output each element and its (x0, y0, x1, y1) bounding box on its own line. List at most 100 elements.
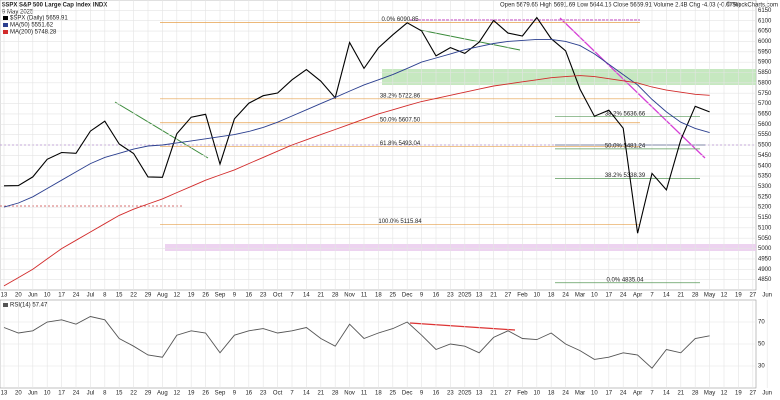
x-tick-label: Jun (762, 391, 772, 397)
y-tick-label: 5950 (758, 49, 772, 55)
x-tick-label: 18 (375, 391, 382, 397)
fib-label: 100.0% 5115.84 (378, 219, 422, 225)
x-tick-label: 16 (245, 391, 252, 397)
header-info: Open 5679.65 High 5691.69 Low 5644.15 Cl… (500, 3, 740, 9)
y-tick-label: 6100 (758, 18, 772, 24)
legend-swatch (3, 30, 8, 34)
x-tick-label: 28 (332, 293, 339, 299)
y-tick-label: 5350 (758, 174, 772, 180)
y-tick-label: 50 (758, 342, 765, 348)
y-tick-label: 5400 (758, 163, 772, 169)
y-tick-label: 5900 (758, 60, 772, 66)
x-tick-label: 2025 (458, 293, 472, 299)
legend-entry: RSI(14) 57.47 (10, 303, 48, 309)
x-tick-label: 9 (233, 391, 237, 397)
x-tick-label: Aug (157, 391, 168, 397)
x-tick-label: 13 (476, 391, 483, 397)
x-tick-label: 19 (188, 293, 195, 299)
fib-label: 50.0% 5607.50 (380, 117, 421, 123)
support-band (165, 244, 756, 251)
x-tick-label: 9 (420, 293, 424, 299)
x-tick-label: 18 (548, 391, 555, 397)
x-tick-label: 23 (447, 293, 454, 299)
y-tick-label: 5100 (758, 225, 772, 231)
x-tick-label: Aug (157, 293, 168, 299)
x-tick-label: 17 (58, 293, 65, 299)
legend-entry: $SPX (Daily) 5659.91 (10, 16, 68, 22)
y-tick-label: 4850 (758, 277, 772, 283)
y-tick-label: 30 (758, 364, 765, 370)
x-tick-label: 27 (505, 391, 512, 397)
x-tick-label: Feb (517, 293, 528, 299)
x-tick-label: Jul (87, 391, 95, 397)
x-tick-label: Oct (273, 391, 283, 397)
x-tick-label: 24 (73, 293, 80, 299)
x-tick-label: Sep (215, 391, 226, 397)
x-tick-label: 16 (433, 391, 440, 397)
fib-label: 38.2% 5636.66 (605, 111, 646, 117)
fib-label: 38.2% 5722.86 (380, 93, 421, 99)
fib-label: 0.0% 6090.85 (381, 17, 419, 23)
x-tick-label: 20 (15, 391, 22, 397)
y-tick-label: 5650 (758, 112, 772, 118)
x-tick-label: 12 (721, 391, 728, 397)
legend-entry: MA(50) 5551.62 (10, 23, 54, 29)
x-tick-label: 20 (15, 293, 22, 299)
x-tick-label: Nov (344, 391, 355, 397)
x-tick-label: Oct (273, 293, 283, 299)
x-tick-label: 17 (605, 293, 612, 299)
trendline (114, 101, 209, 159)
x-tick-label: 10 (591, 391, 598, 397)
x-tick-label: 13 (1, 391, 8, 397)
x-tick-label: 7 (290, 391, 294, 397)
x-tick-label: 17 (605, 391, 612, 397)
x-tick-label: 9 (420, 391, 424, 397)
x-tick-label: May (704, 391, 715, 397)
y-tick-label: 4900 (758, 267, 772, 273)
x-tick-label: 26 (202, 293, 209, 299)
legend-swatch (3, 16, 8, 20)
title: $SPX S&P 500 Large Cap Index INDX (2, 3, 107, 9)
legend-swatch (3, 303, 8, 307)
x-tick-label: 11 (361, 391, 368, 397)
x-tick-label: 28 (692, 293, 699, 299)
x-tick-label: 8 (103, 293, 107, 299)
fib-label: 61.8% 5493.04 (380, 141, 421, 147)
x-tick-label: 8 (103, 391, 107, 397)
y-tick-label: 6000 (758, 39, 772, 45)
y-tick-label: 6050 (758, 29, 772, 35)
x-tick-label: 11 (361, 293, 368, 299)
x-tick-label: 21 (677, 391, 684, 397)
x-tick-label: Jun (28, 391, 38, 397)
x-tick-label: Nov (344, 293, 355, 299)
legend-swatch (3, 23, 8, 27)
x-tick-label: 23 (260, 293, 267, 299)
x-tick-label: 7 (290, 293, 294, 299)
x-tick-label: 14 (663, 391, 670, 397)
x-tick-label: Jun (28, 293, 38, 299)
x-tick-label: 24 (620, 391, 627, 397)
x-tick-label: Dec (402, 293, 413, 299)
y-tick-label: 5250 (758, 194, 772, 200)
x-tick-label: Mar (575, 293, 585, 299)
x-tick-label: 28 (692, 391, 699, 397)
x-tick-label: 19 (735, 293, 742, 299)
x-tick-label: May (704, 293, 715, 299)
trendline (419, 29, 521, 51)
y-tick-label: 5050 (758, 236, 772, 242)
x-tick-label: 21 (677, 293, 684, 299)
y-tick-label: 6150 (758, 8, 772, 14)
x-tick-label: Dec (402, 391, 413, 397)
series-line (3, 316, 710, 369)
y-tick-label: 5550 (758, 132, 772, 138)
y-tick-label: 5300 (758, 184, 772, 190)
x-tick-label: 19 (735, 391, 742, 397)
x-tick-label: 26 (202, 391, 209, 397)
x-tick-label: Sep (215, 293, 226, 299)
y-tick-label: 5750 (758, 91, 772, 97)
x-tick-label: 25 (389, 293, 396, 299)
x-tick-label: 21 (317, 293, 324, 299)
x-tick-label: 10 (44, 391, 51, 397)
